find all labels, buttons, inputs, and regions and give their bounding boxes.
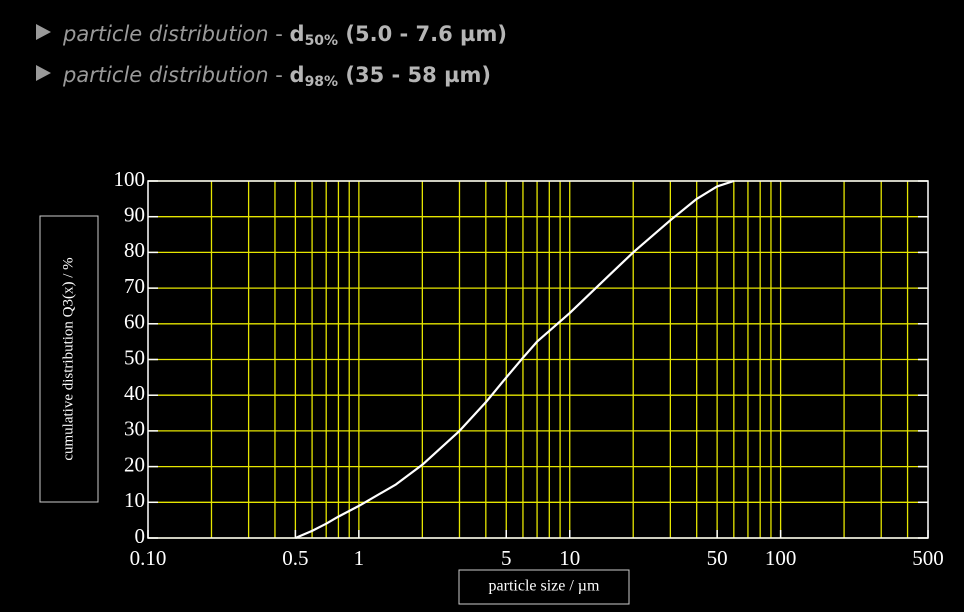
y-tick-label: 50 <box>124 345 145 369</box>
header-line: particle distribution - d50% (5.0 - 7.6 … <box>36 22 507 49</box>
header-label: particle distribution <box>63 22 269 46</box>
y-tick-label: 40 <box>124 381 145 405</box>
xlabel-box <box>458 569 630 605</box>
y-tick-label: 30 <box>124 417 145 441</box>
x-tick-label: 0.5 <box>282 546 308 570</box>
header-label: particle distribution <box>63 63 269 87</box>
y-tick-label: 60 <box>124 310 145 334</box>
y-tick-label: 80 <box>124 238 145 262</box>
symbol: d <box>289 63 305 87</box>
subscript: 50% <box>304 33 339 49</box>
y-tick-label: 0 <box>135 524 146 548</box>
y-axis-label: cumulative distribution Q3(x) / % <box>60 257 76 460</box>
x-tick-label: 1 <box>354 546 365 570</box>
y-tick-label: 10 <box>124 488 145 512</box>
header-line: particle distribution - d98% (35 - 58 µm… <box>36 63 491 90</box>
ylabel-box <box>39 215 99 503</box>
x-tick-label: 10 <box>559 546 580 570</box>
x-axis-label: particle size / µm <box>489 578 601 595</box>
symbol: d <box>289 22 305 46</box>
separator: - <box>275 22 283 46</box>
separator: - <box>275 63 283 87</box>
range: (5.0 - 7.6 µm) <box>345 22 507 46</box>
range: (35 - 58 µm) <box>345 63 492 87</box>
y-tick-label: 20 <box>124 452 145 476</box>
curve <box>294 179 735 540</box>
x-tick-label: 5 <box>501 546 512 570</box>
y-tick-label: 70 <box>124 274 145 298</box>
y-tick-label: 100 <box>114 167 146 191</box>
subscript: 98% <box>304 74 339 90</box>
x-tick-label: 50 <box>707 546 728 570</box>
y-tick-label: 90 <box>124 203 145 227</box>
plot-frame <box>147 180 929 539</box>
x-tick-label: 100 <box>765 546 797 570</box>
x-tick-label: 0.10 <box>130 546 167 570</box>
x-tick-label: 500 <box>912 546 944 570</box>
